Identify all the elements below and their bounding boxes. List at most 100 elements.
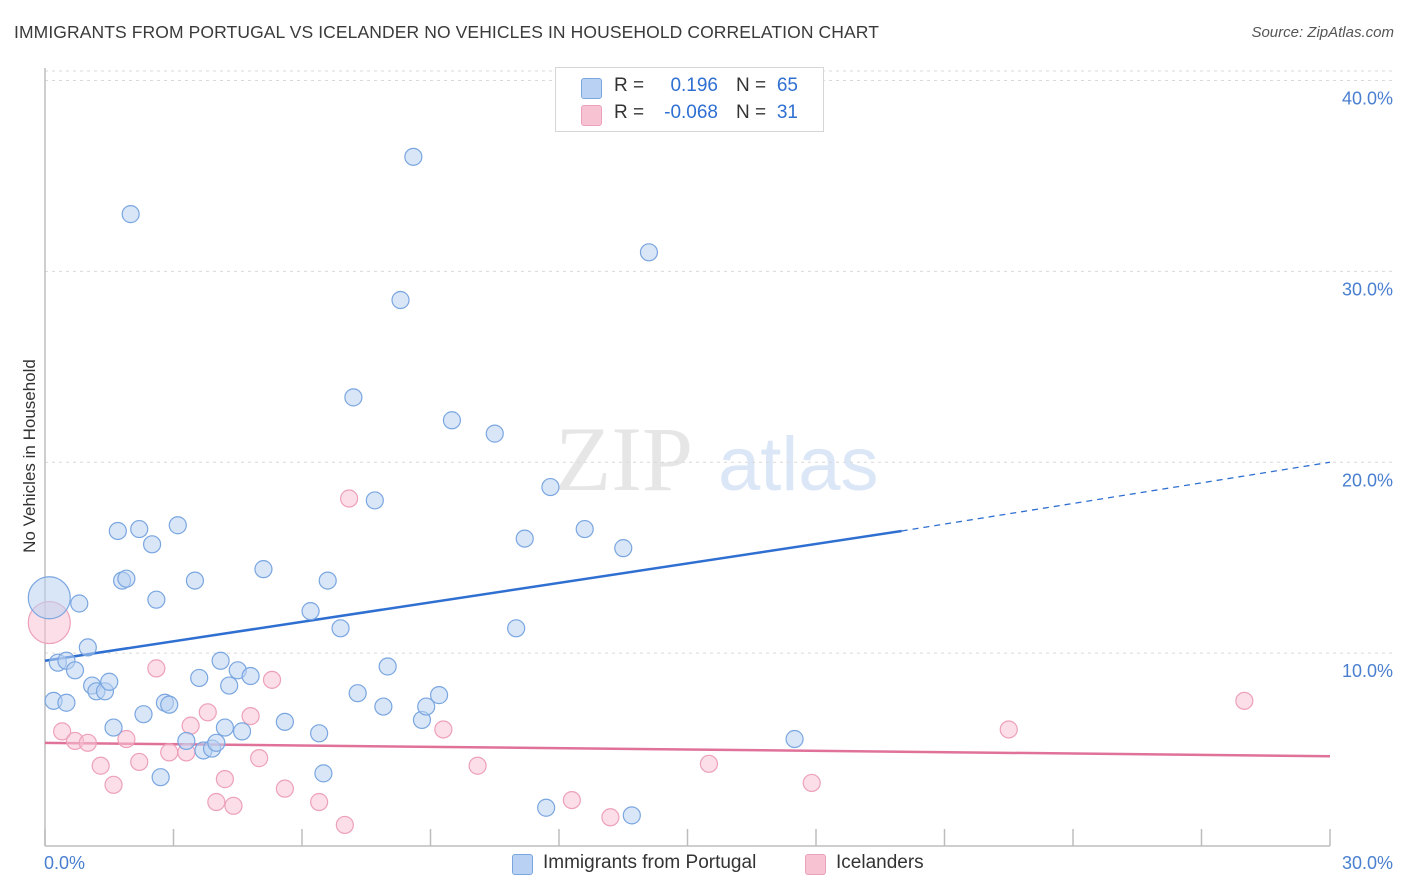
data-point-portugal bbox=[78, 638, 97, 657]
data-point-portugal bbox=[241, 666, 260, 686]
data-point-portugal bbox=[344, 388, 363, 407]
data-point-portugal bbox=[639, 243, 659, 262]
y-tick-label: 40.0% bbox=[1342, 89, 1393, 109]
series-legend: Immigrants from Portugal Icelanders bbox=[0, 852, 1406, 878]
data-point-portugal bbox=[417, 697, 436, 716]
data-point-icelanders bbox=[250, 749, 269, 768]
data-point-icelanders bbox=[802, 773, 821, 793]
r-label: R = bbox=[614, 75, 645, 96]
data-point-icelanders bbox=[160, 743, 179, 762]
data-point-portugal bbox=[57, 693, 76, 712]
data-point-portugal bbox=[211, 651, 230, 670]
data-point-portugal bbox=[65, 661, 85, 680]
data-point-portugal bbox=[575, 519, 594, 539]
n-value: 31 bbox=[776, 102, 798, 123]
data-point-portugal bbox=[108, 521, 127, 541]
data-point-portugal bbox=[301, 602, 320, 621]
trend-line-portugal bbox=[44, 529, 902, 662]
data-point-portugal bbox=[374, 697, 393, 716]
data-point-portugal bbox=[134, 705, 153, 724]
y-tick-label: 30.0% bbox=[1342, 279, 1393, 299]
data-point-portugal bbox=[442, 411, 462, 430]
data-point-portugal bbox=[365, 491, 384, 510]
watermark-zip: ZIP bbox=[555, 408, 693, 510]
data-point-icelanders bbox=[78, 733, 97, 752]
data-point-icelanders bbox=[335, 815, 354, 835]
data-point-portugal bbox=[378, 657, 397, 676]
data-point-portugal bbox=[275, 712, 294, 731]
x-tick-label: 30.0% bbox=[1342, 853, 1393, 873]
axes bbox=[44, 68, 1331, 847]
data-point-portugal bbox=[207, 733, 226, 752]
data-point-icelanders bbox=[91, 756, 110, 775]
data-point-portugal bbox=[185, 571, 205, 590]
data-point-icelanders bbox=[434, 720, 453, 739]
n-label: N = bbox=[736, 75, 767, 96]
r-label: R = bbox=[614, 102, 645, 123]
data-point-icelanders bbox=[699, 754, 719, 773]
data-point-icelanders bbox=[117, 729, 136, 749]
data-point-portugal bbox=[168, 516, 187, 535]
y-tick-label: 10.0% bbox=[1342, 661, 1393, 681]
data-point-portugal bbox=[130, 519, 149, 539]
data-point-portugal bbox=[27, 576, 71, 620]
data-point-portugal bbox=[614, 539, 633, 558]
data-point-portugal bbox=[429, 686, 449, 705]
data-point-icelanders bbox=[999, 720, 1018, 739]
data-point-portugal bbox=[220, 676, 239, 695]
data-point-portugal bbox=[254, 560, 273, 579]
data-point-icelanders bbox=[104, 775, 123, 794]
data-point-portugal bbox=[391, 290, 410, 310]
data-points bbox=[27, 147, 1254, 835]
chart-title: IMMIGRANTS FROM PORTUGAL VS ICELANDER NO… bbox=[14, 22, 879, 42]
y-tick-label: 20.0% bbox=[1342, 470, 1393, 490]
data-point-portugal bbox=[318, 571, 337, 590]
data-point-icelanders bbox=[241, 707, 260, 726]
data-point-icelanders bbox=[275, 779, 294, 798]
data-point-portugal bbox=[147, 590, 166, 609]
data-point-portugal bbox=[507, 619, 526, 638]
data-point-icelanders bbox=[340, 489, 359, 508]
data-point-icelanders bbox=[207, 792, 226, 812]
data-point-portugal bbox=[232, 722, 252, 741]
data-point-portugal bbox=[177, 731, 196, 751]
data-point-portugal bbox=[70, 594, 89, 613]
watermark: ZIP atlas bbox=[555, 408, 879, 510]
r-value: -0.068 bbox=[664, 102, 718, 123]
data-point-icelanders bbox=[53, 722, 72, 741]
source-note: Source: ZipAtlas.com bbox=[1251, 24, 1394, 41]
data-point-portugal bbox=[485, 424, 504, 443]
trend-line-icelanders bbox=[44, 741, 1331, 758]
legend-label: Immigrants from Portugal bbox=[543, 852, 757, 873]
data-point-icelanders bbox=[130, 752, 149, 772]
data-point-portugal bbox=[117, 569, 136, 588]
data-point-portugal bbox=[314, 764, 333, 783]
legend-row-icelanders: R = -0.068 N = 31 bbox=[556, 102, 823, 128]
x-tick-label: 0.0% bbox=[44, 853, 85, 873]
trend-line-portugal-extension bbox=[901, 461, 1331, 532]
data-point-icelanders bbox=[198, 703, 217, 722]
data-point-icelanders bbox=[562, 790, 581, 810]
data-point-portugal bbox=[537, 798, 556, 817]
legend-row-portugal: R = 0.196 N = 65 bbox=[556, 75, 823, 101]
data-point-icelanders bbox=[224, 796, 243, 815]
data-point-icelanders bbox=[310, 792, 329, 812]
r-value: 0.196 bbox=[670, 75, 718, 96]
trend-lines bbox=[44, 461, 1331, 758]
data-point-icelanders bbox=[1235, 691, 1254, 710]
data-point-portugal bbox=[785, 729, 804, 749]
n-value: 65 bbox=[776, 75, 798, 96]
data-point-icelanders bbox=[147, 659, 166, 678]
data-point-portugal bbox=[310, 724, 329, 743]
gridlines bbox=[45, 70, 1392, 654]
data-point-portugal bbox=[121, 205, 140, 224]
y-axis-label: No Vehicles in Household bbox=[20, 359, 39, 553]
data-point-portugal bbox=[515, 529, 534, 548]
data-point-portugal bbox=[104, 718, 123, 737]
watermark-atlas: atlas bbox=[718, 422, 879, 507]
data-point-portugal bbox=[142, 535, 162, 554]
legend-swatch-pink bbox=[805, 854, 826, 875]
legend-label: Icelanders bbox=[836, 852, 924, 873]
legend-swatch-blue bbox=[512, 854, 533, 875]
